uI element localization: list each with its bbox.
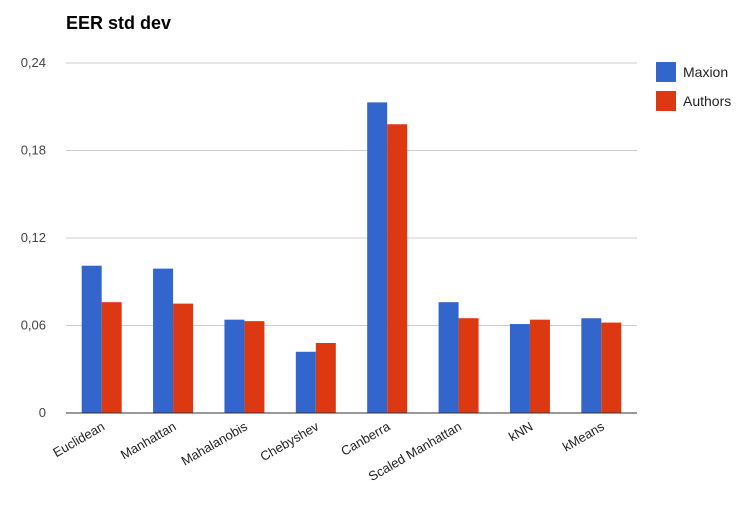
y-axis-ticks: 0 0,06 0,12 0,18 0,24 [21,55,46,420]
bar-authors-chebyshev [315,343,336,413]
bar-authors-scaled-manhattan [458,318,479,413]
x-tick-label: kMeans [560,418,607,454]
bar-authors-canberra [387,124,408,413]
legend-swatch [656,91,676,111]
legend-label: Maxion [683,64,728,80]
bar-authors-kmeans [601,322,622,413]
x-tick-label: Chebyshev [257,418,321,464]
bar-maxion-euclidean [81,265,102,413]
x-tick-label: kNN [506,419,535,445]
y-tick-label: 0,06 [21,318,46,333]
bar-maxion-mahalanobis [224,319,245,413]
x-tick-label: Manhattan [118,419,179,463]
bar-authors-euclidean [101,302,122,413]
bar-maxion-chebyshev [295,351,316,413]
y-tick-label: 0,12 [21,230,46,245]
bar-maxion-kmeans [581,318,602,413]
x-tick-label: Euclidean [50,419,107,461]
gridlines [66,62,637,326]
bars [81,102,622,413]
bar-authors-mahalanobis [244,321,265,413]
chart-title: EER std dev [66,13,171,33]
x-tick-label: Canberra [338,418,393,458]
legend-swatch [656,62,676,82]
y-tick-label: 0,18 [21,143,46,158]
y-tick-label: 0,24 [21,55,46,70]
bar-maxion-canberra [367,102,388,413]
bar-maxion-manhattan [153,268,174,413]
bar-authors-manhattan [173,303,194,413]
bar-maxion-scaled-manhattan [438,302,459,413]
x-tick-label: Mahalanobis [179,418,251,468]
y-tick-label: 0 [39,405,46,420]
legend: Maxion Authors [656,62,731,111]
x-axis-labels: Euclidean Manhattan Mahalanobis Chebyshev Ca… [50,418,607,484]
bar-authors-knn [529,319,550,413]
bar-maxion-knn [509,324,530,413]
legend-label: Authors [683,93,731,109]
